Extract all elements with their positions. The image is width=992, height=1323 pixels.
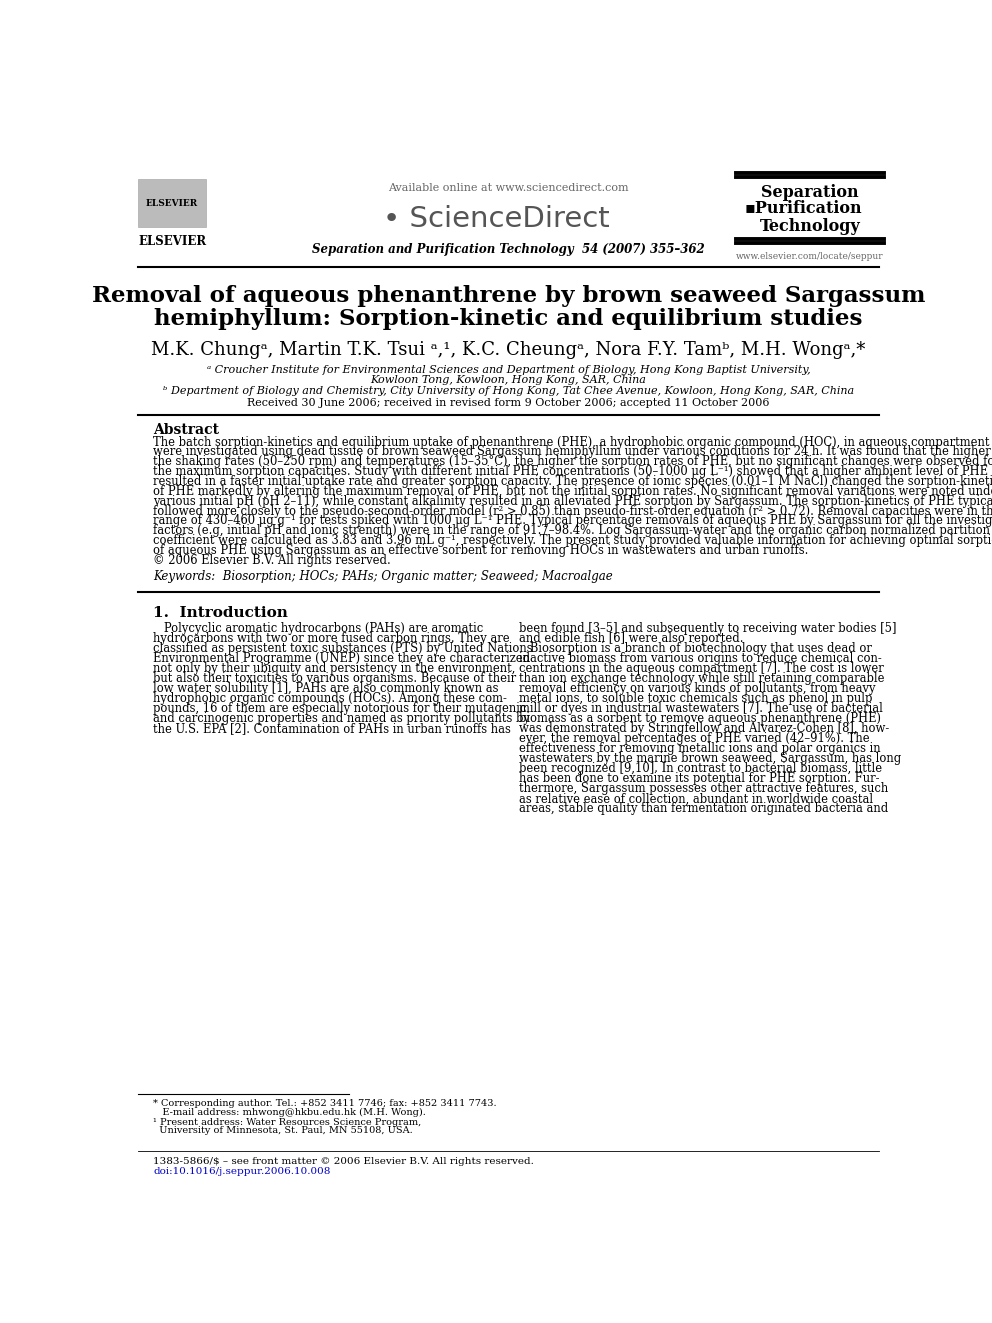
Text: the shaking rates (50–250 rpm) and temperatures (15–35°C), the higher the sorpti: the shaking rates (50–250 rpm) and tempe…: [154, 455, 992, 468]
Text: • ScienceDirect: • ScienceDirect: [383, 205, 609, 233]
Text: as relative ease of collection, abundant in worldwide coastal: as relative ease of collection, abundant…: [519, 792, 873, 806]
Text: * Corresponding author. Tel.: +852 3411 7746; fax: +852 3411 7743.: * Corresponding author. Tel.: +852 3411 …: [154, 1099, 497, 1109]
Text: © 2006 Elsevier B.V. All rights reserved.: © 2006 Elsevier B.V. All rights reserved…: [154, 554, 391, 566]
Text: Technology: Technology: [760, 218, 860, 235]
Text: 1383-5866/$ – see front matter © 2006 Elsevier B.V. All rights reserved.: 1383-5866/$ – see front matter © 2006 El…: [154, 1156, 535, 1166]
Text: but also their toxicities to various organisms. Because of their: but also their toxicities to various org…: [154, 672, 517, 685]
Text: E-mail address: mhwong@hkbu.edu.hk (M.H. Wong).: E-mail address: mhwong@hkbu.edu.hk (M.H.…: [154, 1109, 427, 1118]
Text: pounds, 16 of them are especially notorious for their mutagenic: pounds, 16 of them are especially notori…: [154, 703, 527, 716]
Text: hydrophobic organic compounds (HOCs). Among these com-: hydrophobic organic compounds (HOCs). Am…: [154, 692, 507, 705]
Text: 1.  Introduction: 1. Introduction: [154, 606, 289, 620]
Text: Separation and Purification Technology  54 (2007) 355–362: Separation and Purification Technology 5…: [312, 243, 704, 257]
Text: removal efficiency on various kinds of pollutants, from heavy: removal efficiency on various kinds of p…: [519, 683, 876, 696]
Text: been recognized [9,10]. In contrast to bacterial biomass, little: been recognized [9,10]. In contrast to b…: [519, 762, 882, 775]
Text: resulted in a faster initial uptake rate and greater sorption capacity. The pres: resulted in a faster initial uptake rate…: [154, 475, 992, 488]
Text: range of 430–460 μg g⁻¹ for tests spiked with 1000 μg L⁻¹ PHE. Typical percentag: range of 430–460 μg g⁻¹ for tests spiked…: [154, 515, 992, 528]
Text: Environmental Programme (UNEP) since they are characterized: Environmental Programme (UNEP) since the…: [154, 652, 531, 665]
Bar: [138, 179, 206, 226]
Text: biomass as a sorbent to remove aqueous phenanthrene (PHE): biomass as a sorbent to remove aqueous p…: [519, 712, 881, 725]
Text: Received 30 June 2006; received in revised form 9 October 2006; accepted 11 Octo: Received 30 June 2006; received in revis…: [247, 398, 770, 407]
Text: ¹ Present address: Water Resources Science Program,: ¹ Present address: Water Resources Scien…: [154, 1118, 422, 1126]
Text: www.elsevier.com/locate/seppur: www.elsevier.com/locate/seppur: [736, 253, 884, 261]
Text: ELSEVIER: ELSEVIER: [146, 198, 198, 208]
Text: Biosorption is a branch of biotechnology that uses dead or: Biosorption is a branch of biotechnology…: [519, 642, 872, 655]
Text: hemiphyllum: Sorption-kinetic and equilibrium studies: hemiphyllum: Sorption-kinetic and equili…: [154, 308, 863, 329]
Text: inactive biomass from various origins to reduce chemical con-: inactive biomass from various origins to…: [519, 652, 882, 665]
Text: factors (e.g, initial pH and ionic strength) were in the range of 91.7–98.4%. Lo: factors (e.g, initial pH and ionic stren…: [154, 524, 990, 537]
Text: than ion exchange technology while still retaining comparable: than ion exchange technology while still…: [519, 672, 885, 685]
Text: and edible fish [6] were also reported.: and edible fish [6] were also reported.: [519, 632, 744, 646]
Text: The batch sorption-kinetics and equilibrium uptake of phenanthrene (PHE), a hydr: The batch sorption-kinetics and equilibr…: [154, 435, 990, 448]
Text: followed more closely to the pseudo-second-order model (r² > 0.85) than pseudo-f: followed more closely to the pseudo-seco…: [154, 504, 992, 517]
Text: ᵃ Croucher Institute for Environmental Sciences and Department of Biology, Hong : ᵃ Croucher Institute for Environmental S…: [206, 365, 810, 374]
Text: University of Minnesota, St. Paul, MN 55108, USA.: University of Minnesota, St. Paul, MN 55…: [154, 1126, 414, 1135]
Text: mill or dyes in industrial wastewaters [7]. The use of bacterial: mill or dyes in industrial wastewaters […: [519, 703, 883, 716]
Text: classified as persistent toxic substances (PTS) by United Nations: classified as persistent toxic substance…: [154, 642, 533, 655]
Text: were investigated using dead tissue of brown seaweed Sargassum hemiphyllum under: were investigated using dead tissue of b…: [154, 446, 991, 459]
Text: Removal of aqueous phenanthrene by brown seaweed Sargassum: Removal of aqueous phenanthrene by brown…: [91, 284, 926, 307]
Text: Polycyclic aromatic hydrocarbons (PAHs) are aromatic: Polycyclic aromatic hydrocarbons (PAHs) …: [154, 622, 484, 635]
Text: doi:10.1016/j.seppur.2006.10.008: doi:10.1016/j.seppur.2006.10.008: [154, 1167, 330, 1176]
Text: Available online at www.sciencedirect.com: Available online at www.sciencedirect.co…: [388, 183, 629, 193]
Text: of aqueous PHE using Sargassum as an effective sorbent for removing HOCs in wast: of aqueous PHE using Sargassum as an eff…: [154, 544, 808, 557]
Text: areas, stable quality than fermentation originated bacteria and: areas, stable quality than fermentation …: [519, 803, 889, 815]
Text: various initial pH (pH 2–11), while constant alkalinity resulted in an alleviate: various initial pH (pH 2–11), while cons…: [154, 495, 992, 508]
Text: ▪Purification: ▪Purification: [744, 200, 862, 217]
Text: low water solubility [1], PAHs are also commonly known as: low water solubility [1], PAHs are also …: [154, 683, 499, 696]
Text: has been done to examine its potential for PHE sorption. Fur-: has been done to examine its potential f…: [519, 773, 880, 786]
Text: coefficient were calculated as 3.83 and 3.96 mL g⁻¹, respectively. The present s: coefficient were calculated as 3.83 and …: [154, 534, 992, 548]
Text: Separation: Separation: [761, 184, 859, 201]
Text: not only by their ubiquity and persistency in the environment,: not only by their ubiquity and persisten…: [154, 663, 516, 675]
Text: wastewaters by the marine brown seaweed, Sargassum, has long: wastewaters by the marine brown seaweed,…: [519, 753, 902, 766]
Text: was demonstrated by Stringfellow and Alvarez-Cohen [8], how-: was demonstrated by Stringfellow and Alv…: [519, 722, 890, 736]
Text: of PHE markedly by altering the maximum removal of PHE, but not the initial sorp: of PHE markedly by altering the maximum …: [154, 486, 992, 497]
Text: Kowloon Tong, Kowloon, Hong Kong, SAR, China: Kowloon Tong, Kowloon, Hong Kong, SAR, C…: [370, 374, 647, 385]
Text: ever, the removal percentages of PHE varied (42–91%). The: ever, the removal percentages of PHE var…: [519, 733, 870, 745]
Text: effectiveness for removing metallic ions and polar organics in: effectiveness for removing metallic ions…: [519, 742, 881, 755]
Text: metal ions, to soluble toxic chemicals such as phenol in pulp: metal ions, to soluble toxic chemicals s…: [519, 692, 873, 705]
Text: centrations in the aqueous compartment [7]. The cost is lower: centrations in the aqueous compartment […: [519, 663, 884, 675]
Text: ᵇ Department of Biology and Chemistry, City University of Hong Kong, Tat Chee Av: ᵇ Department of Biology and Chemistry, C…: [163, 385, 854, 396]
Text: been found [3–5] and subsequently to receiving water bodies [5]: been found [3–5] and subsequently to rec…: [519, 622, 897, 635]
Text: Keywords:  Biosorption; HOCs; PAHs; Organic matter; Seaweed; Macroalgae: Keywords: Biosorption; HOCs; PAHs; Organ…: [154, 570, 613, 583]
Text: the maximum sorption capacities. Study with different initial PHE concentrations: the maximum sorption capacities. Study w…: [154, 466, 988, 478]
Text: Abstract: Abstract: [154, 423, 219, 437]
Text: ELSEVIER: ELSEVIER: [138, 235, 206, 249]
Text: thermore, Sargassum possesses other attractive features, such: thermore, Sargassum possesses other attr…: [519, 782, 889, 795]
Text: M.K. Chungᵃ, Martin T.K. Tsui ᵃ,¹, K.C. Cheungᵃ, Nora F.Y. Tamᵇ, M.H. Wongᵃ,*: M.K. Chungᵃ, Martin T.K. Tsui ᵃ,¹, K.C. …: [151, 341, 866, 359]
Text: hydrocarbons with two or more fused carbon rings. They are: hydrocarbons with two or more fused carb…: [154, 632, 510, 646]
Text: and carcinogenic properties and named as priority pollutants by: and carcinogenic properties and named as…: [154, 712, 531, 725]
Text: the U.S. EPA [2]. Contamination of PAHs in urban runoffs has: the U.S. EPA [2]. Contamination of PAHs …: [154, 722, 511, 736]
